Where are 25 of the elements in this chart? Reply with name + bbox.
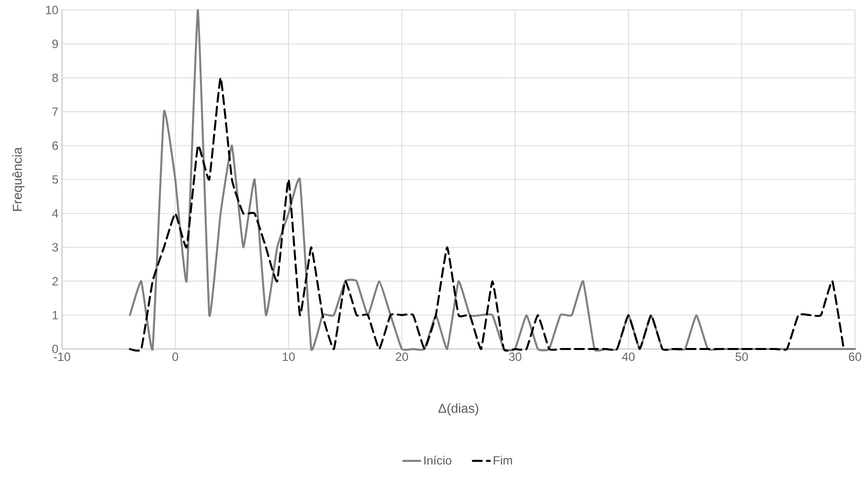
y-tick-label: 5 — [52, 175, 58, 184]
x-axis-title: Δ(dias) — [438, 403, 478, 416]
y-tick-label: 1 — [52, 310, 58, 320]
x-tick-label: -10 — [54, 352, 70, 361]
y-tick-label: 2 — [52, 277, 58, 286]
x-tick-label: 60 — [848, 352, 862, 361]
x-tick-label: 30 — [508, 352, 522, 361]
y-tick-label: 8 — [52, 74, 58, 82]
line-series — [128, 76, 845, 351]
y-tick-label: 6 — [52, 141, 58, 150]
x-tick-label: 0 — [172, 352, 178, 361]
legend-label: Início — [424, 456, 452, 465]
legend-label: Fim — [494, 456, 512, 464]
y-tick-label: 10 — [46, 6, 58, 14]
y-axis-title: Frequência — [12, 147, 24, 211]
line-series — [128, 8, 856, 351]
x-tick-label: 10 — [282, 352, 295, 361]
x-tick-label: 20 — [396, 352, 408, 361]
y-tick-label: 3 — [52, 243, 58, 252]
x-tick-label: 50 — [736, 352, 748, 361]
y-tick-label: 7 — [52, 108, 58, 116]
y-tick-label: 0 — [52, 344, 58, 354]
y-tick-label: 9 — [52, 40, 58, 48]
y-tick-label: 4 — [52, 209, 58, 218]
x-tick-label: 40 — [622, 352, 635, 361]
